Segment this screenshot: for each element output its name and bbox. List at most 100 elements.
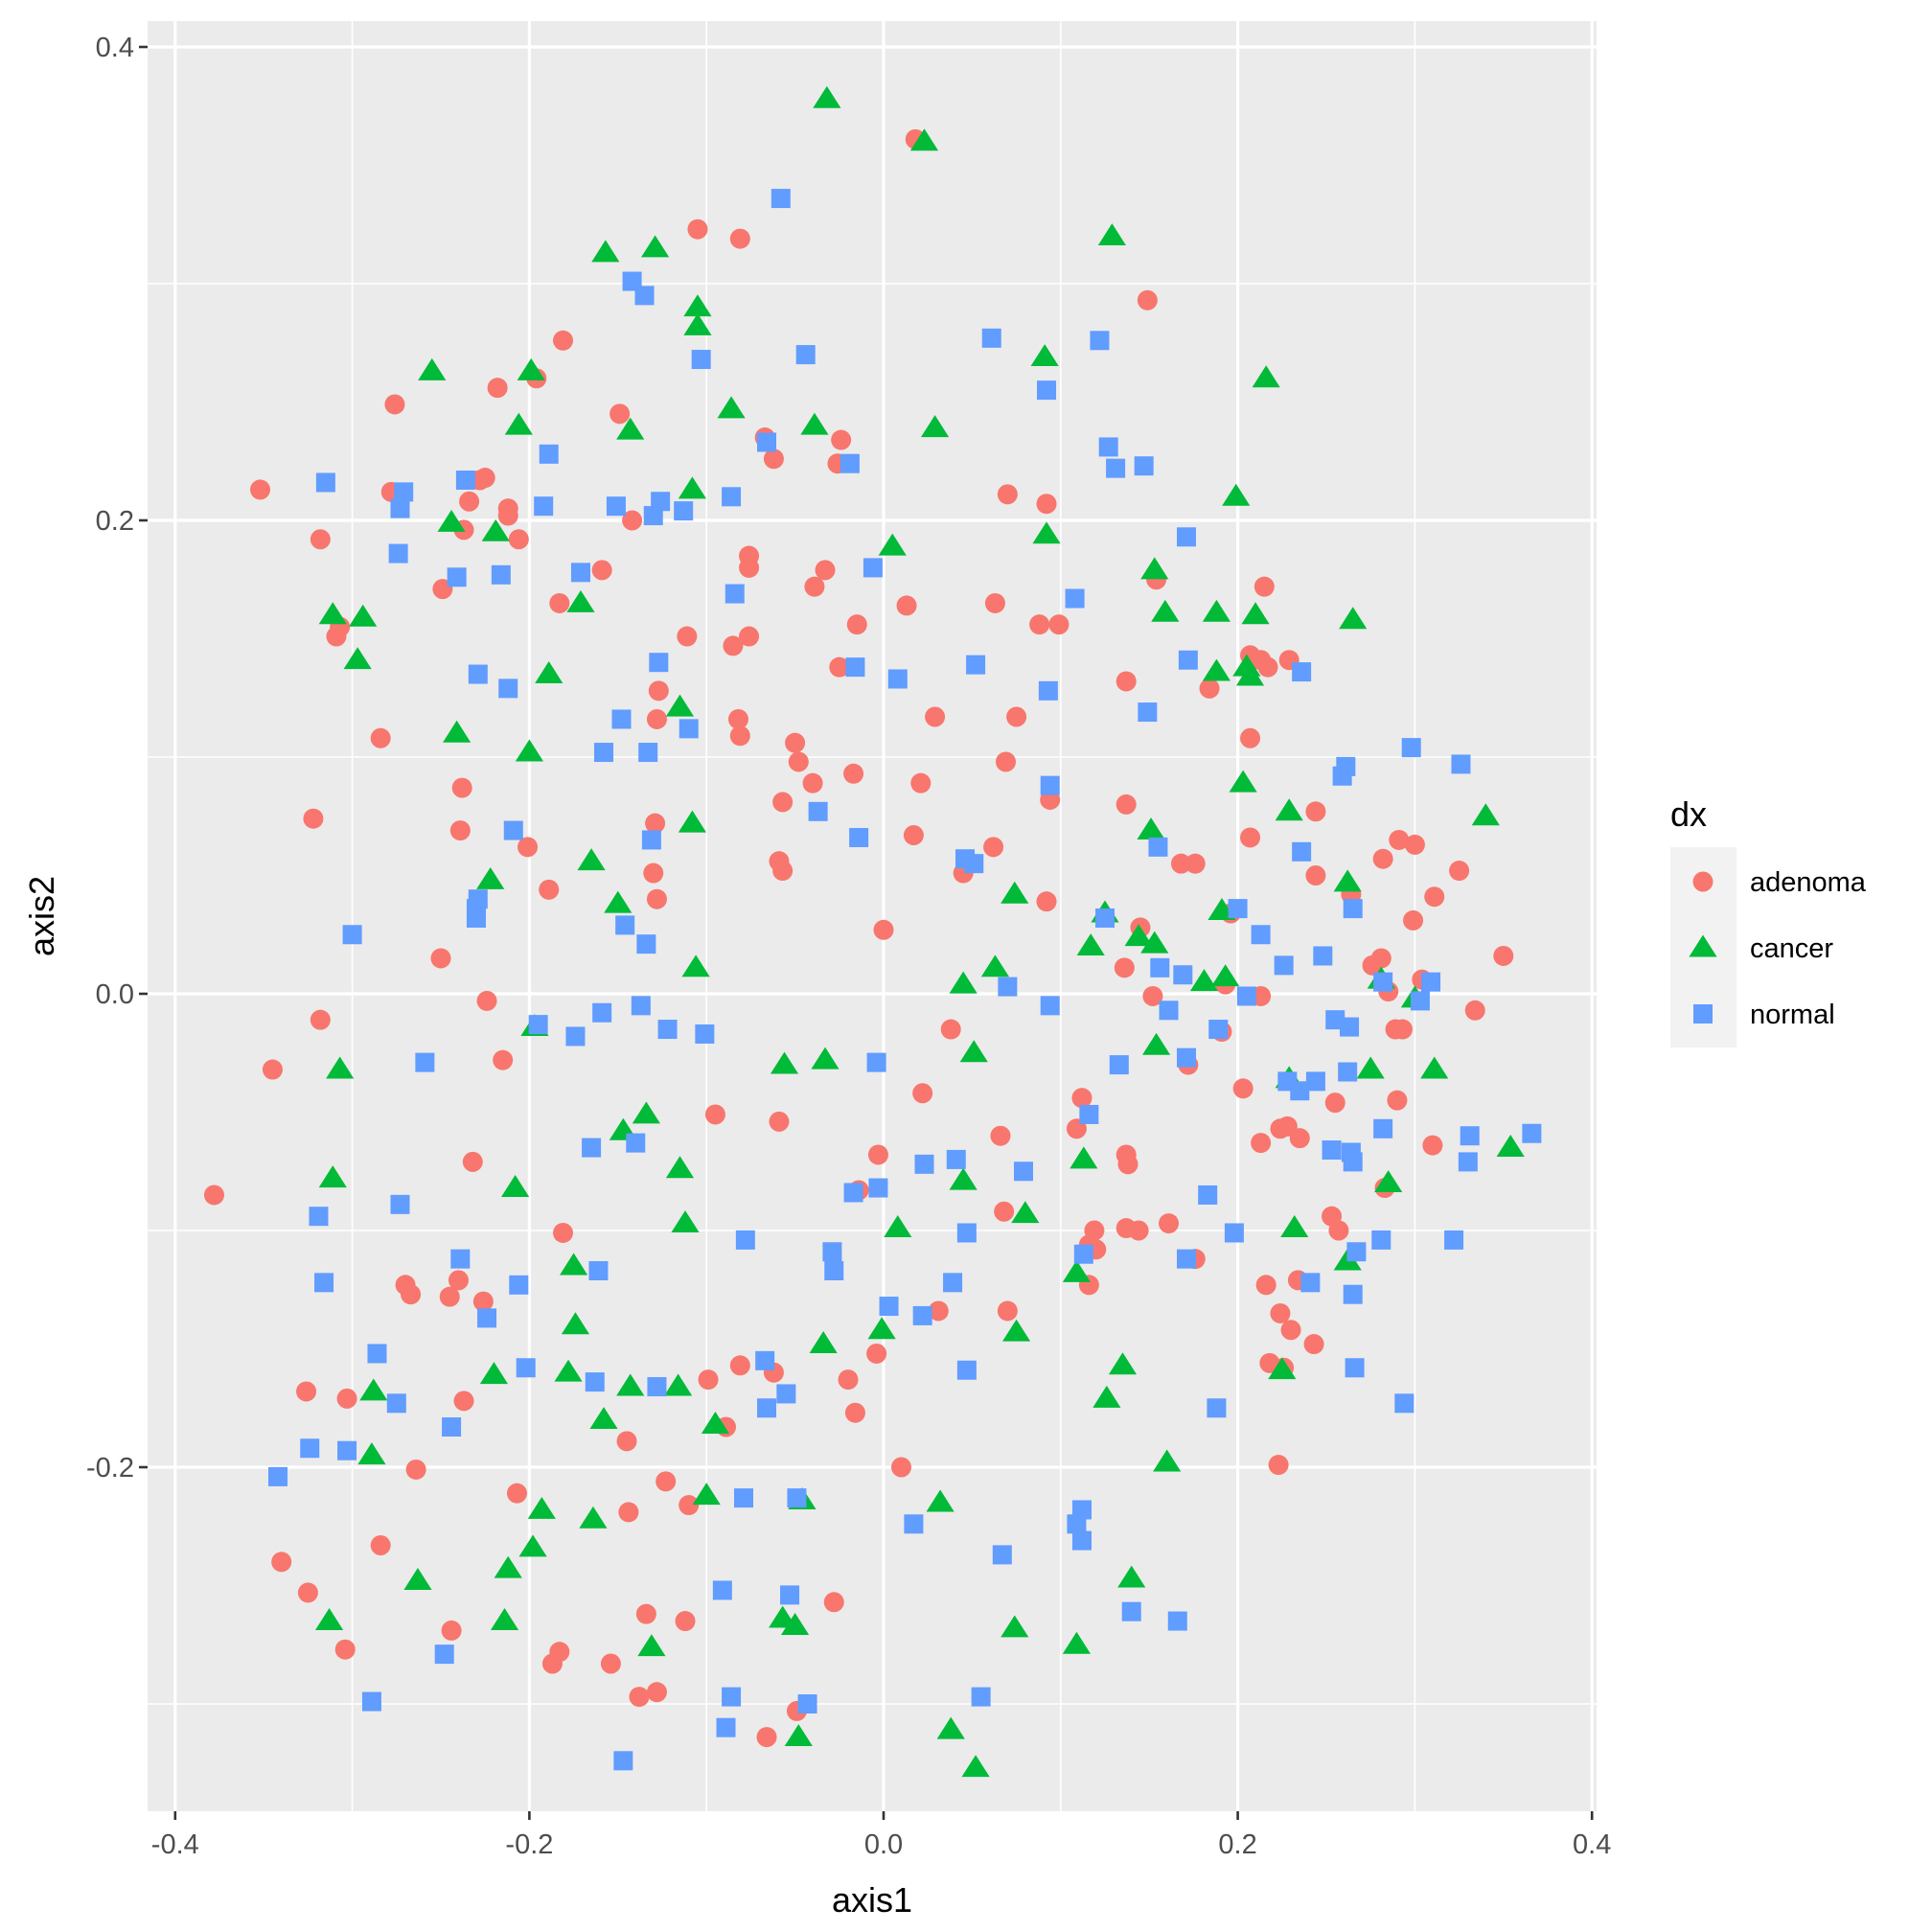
adenoma-point [763, 448, 784, 470]
adenoma-point [1328, 1220, 1349, 1241]
normal-point [649, 653, 669, 673]
adenoma-point [629, 1687, 650, 1708]
normal-point [1090, 331, 1110, 351]
adenoma-point [1128, 1220, 1149, 1241]
cancer-point [1229, 770, 1257, 793]
y-tick-label: 0.0 [96, 979, 134, 1010]
normal-point [866, 1052, 886, 1072]
cancer-point [678, 810, 706, 833]
adenoma-point [476, 990, 497, 1011]
normal-point [722, 487, 742, 507]
adenoma-point [610, 403, 631, 425]
cancer-point [589, 1407, 618, 1430]
adenoma-point [271, 1552, 292, 1573]
normal-point [1178, 650, 1198, 670]
normal-point [491, 564, 511, 585]
normal-point [735, 1230, 755, 1250]
adenoma-point [1232, 1078, 1254, 1099]
x-tick-label: 0.0 [864, 1829, 903, 1860]
cancer-point [1124, 924, 1153, 947]
adenoma-point [635, 1603, 656, 1624]
normal-point [966, 655, 986, 675]
adenoma-point [994, 1201, 1015, 1222]
normal-point [647, 1377, 667, 1397]
normal-point [1228, 899, 1248, 919]
normal-point [1394, 1393, 1414, 1414]
cancer-point [479, 1362, 509, 1385]
adenoma-point [600, 1653, 621, 1674]
adenoma-point [262, 1059, 283, 1080]
cancer-point [632, 1101, 660, 1124]
adenoma-point [250, 479, 271, 500]
adenoma-point [1424, 886, 1445, 908]
adenoma-point [903, 825, 924, 846]
normal-point [1343, 1152, 1363, 1172]
cancer-point [1062, 1631, 1092, 1654]
normal-point [388, 543, 408, 564]
adenoma-point [310, 529, 331, 550]
cancer-point [518, 1534, 547, 1557]
adenoma-point [1449, 861, 1470, 882]
cancer-point [1076, 933, 1105, 956]
adenoma-point [739, 626, 760, 647]
cancer-point [678, 476, 706, 499]
adenoma-point [472, 1291, 494, 1312]
normal-point [447, 567, 467, 587]
normal-point [606, 496, 626, 517]
cancer-point [878, 533, 907, 556]
x-tick-label: 0.2 [1218, 1829, 1256, 1860]
cancer-point [577, 848, 606, 871]
cancer-point [811, 1046, 840, 1070]
normal-point [674, 501, 694, 521]
cancer-point [318, 1165, 347, 1188]
normal-point [716, 1717, 736, 1737]
normal-point [1522, 1123, 1542, 1143]
normal-point [1274, 955, 1294, 976]
cancer-point [909, 128, 939, 151]
cancer-point [1011, 1201, 1040, 1224]
normal-point [367, 1344, 387, 1364]
normal-point [840, 453, 860, 473]
normal-point [390, 1194, 410, 1214]
normal-point [776, 1384, 796, 1404]
normal-point [1300, 1273, 1321, 1293]
x-tick-label: -0.2 [505, 1829, 553, 1860]
cancer-point [1117, 1565, 1146, 1588]
cancer-point [437, 509, 466, 532]
normal-point [309, 1207, 329, 1227]
y-tick-label: 0.2 [96, 506, 134, 537]
y-tick-label: 0.4 [96, 33, 134, 63]
normal-point [724, 584, 745, 604]
adenoma-point [549, 592, 570, 613]
adenoma-point [646, 708, 667, 729]
adenoma-point [1289, 1128, 1310, 1149]
adenoma-point [1305, 801, 1326, 822]
cancer-point [784, 1724, 813, 1747]
cancer-point [1189, 969, 1219, 992]
cancer-point [1000, 1615, 1029, 1638]
normal-point [1148, 837, 1168, 857]
normal-point [824, 1260, 844, 1280]
normal-point [315, 472, 335, 493]
x-axis-title: axis1 [832, 1880, 912, 1920]
adenoma-point [303, 808, 324, 829]
legend-entry-normal: normal [1693, 1000, 1835, 1030]
adenoma-point [334, 1639, 356, 1660]
normal-point [394, 482, 414, 502]
cancer-point [921, 415, 950, 438]
cancer-point [671, 1210, 700, 1233]
adenoma-point [1029, 614, 1050, 635]
adenoma-point [1254, 576, 1275, 597]
adenoma-point [815, 560, 836, 581]
normal-point [695, 1024, 715, 1044]
cancer-point [359, 1378, 388, 1401]
adenoma-point [622, 510, 643, 531]
adenoma-point [1240, 727, 1261, 748]
adenoma-point [983, 837, 1004, 858]
adenoma-legend-icon [1692, 871, 1714, 892]
adenoma-point [297, 1582, 318, 1603]
adenoma-point [727, 708, 748, 729]
cancer-point [616, 417, 645, 440]
legend-entry-cancer: cancer [1689, 933, 1833, 964]
